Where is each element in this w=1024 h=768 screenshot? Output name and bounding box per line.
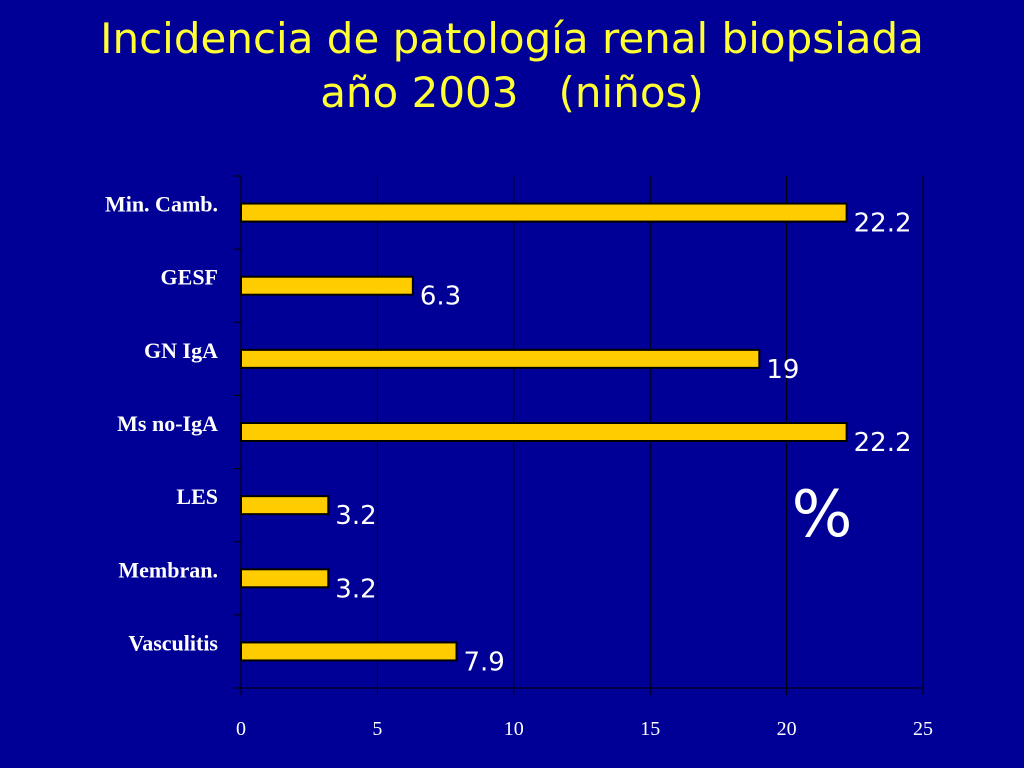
category-label: Vasculitis xyxy=(128,630,218,655)
bar xyxy=(240,495,330,516)
category-label: Ms no-IgA xyxy=(117,411,218,436)
data-label: 3.2 xyxy=(335,501,376,531)
x-tick-label: 0 xyxy=(236,718,246,740)
category-label: LES xyxy=(176,484,218,509)
data-label: 6.3 xyxy=(420,282,461,312)
bar xyxy=(240,568,330,589)
slide-title: Incidencia de patología renal biopsiada … xyxy=(0,12,1024,120)
data-label: 22.2 xyxy=(854,428,912,458)
bars xyxy=(240,202,848,662)
x-tick-label: 25 xyxy=(913,718,933,740)
category-label: Min. Camb. xyxy=(105,192,218,217)
bar xyxy=(240,641,458,662)
data-label: 19 xyxy=(766,355,799,385)
bar xyxy=(240,275,414,296)
category-label: GN IgA xyxy=(144,338,218,363)
slide-title-line-2: año 2003 (niños) xyxy=(320,68,704,117)
data-label: 3.2 xyxy=(335,574,376,604)
data-label: 22.2 xyxy=(854,209,912,239)
x-tick-label: 10 xyxy=(504,718,524,740)
category-label: GESF xyxy=(161,265,218,290)
x-tick-label: 20 xyxy=(777,718,797,740)
bar xyxy=(240,202,848,223)
data-label: 7.9 xyxy=(464,647,505,677)
unit-annotation: % xyxy=(792,478,853,552)
slide-title-line-1: Incidencia de patología renal biopsiada xyxy=(100,14,924,63)
labels: 0 5 10 15 20 25 Min. Camb. 22.2 GESF 6.3 GN IgA 19 M… xyxy=(105,192,933,740)
bar xyxy=(240,422,848,442)
x-tick-label: 15 xyxy=(640,718,660,740)
bar xyxy=(240,348,761,369)
category-label: Membran. xyxy=(118,557,218,582)
x-tick-label: 5 xyxy=(372,718,382,740)
